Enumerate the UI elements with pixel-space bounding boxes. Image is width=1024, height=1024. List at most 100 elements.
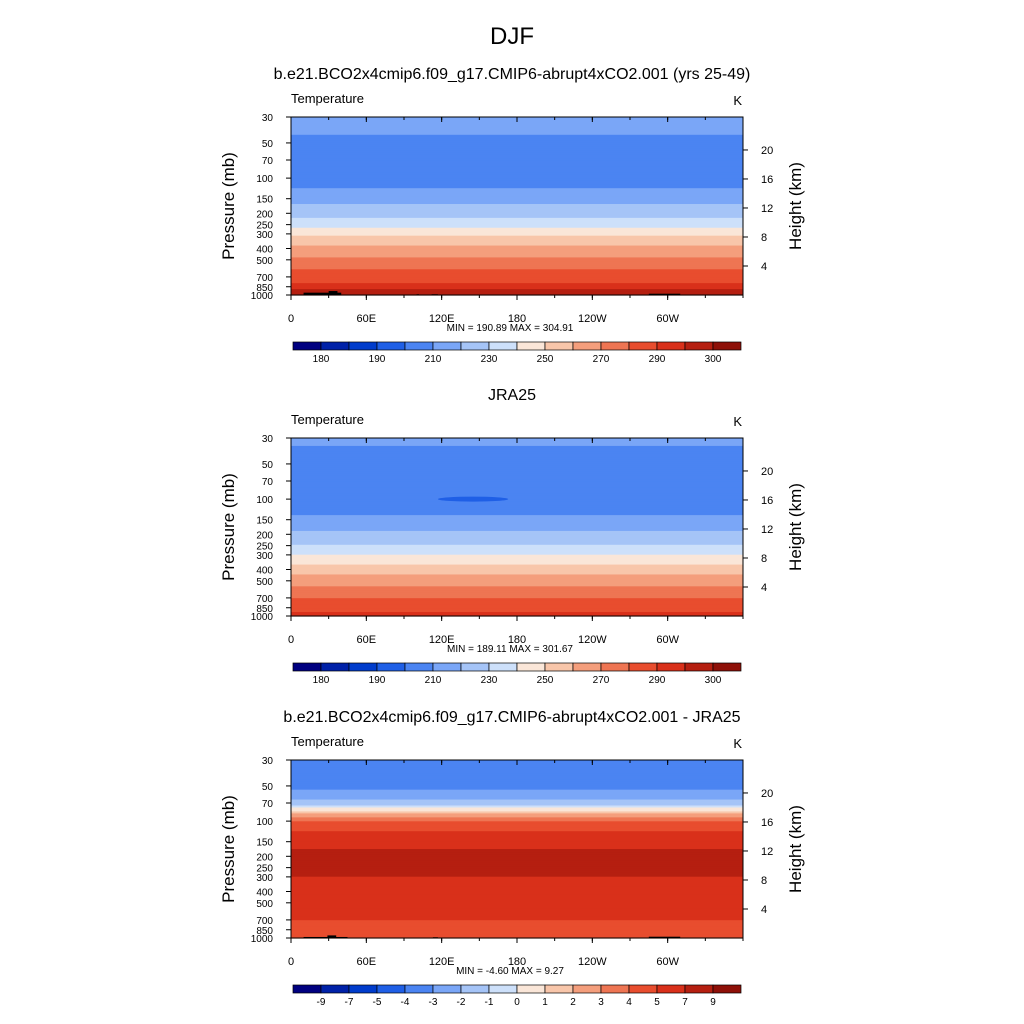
contour-band bbox=[291, 880, 743, 884]
colorbar-swatch bbox=[432, 984, 462, 994]
contour-band bbox=[291, 142, 743, 146]
contour-band bbox=[291, 136, 743, 140]
contour-band bbox=[291, 491, 743, 494]
contour-band bbox=[291, 525, 743, 528]
panels: b.e21.BCO2x4cmip6.f09_g17.CMIP6-abrupt4x… bbox=[219, 66, 805, 1008]
contour-band bbox=[291, 904, 743, 907]
y2-tick-label: 4 bbox=[761, 261, 767, 273]
colorbar-swatch bbox=[488, 341, 518, 351]
contour-band bbox=[291, 578, 743, 581]
y-tick-label: 50 bbox=[262, 782, 274, 793]
colorbar-label: -3 bbox=[429, 997, 438, 1008]
contour-band bbox=[291, 190, 743, 193]
contour-band bbox=[291, 457, 743, 461]
contour-band bbox=[291, 540, 743, 544]
contour-band bbox=[291, 120, 743, 124]
contour-band bbox=[291, 858, 743, 862]
y2-tick-label: 8 bbox=[761, 553, 767, 565]
contour-band bbox=[291, 850, 743, 854]
y-tick-label: 30 bbox=[262, 113, 274, 124]
contour-band bbox=[291, 519, 743, 522]
contour-band bbox=[291, 497, 743, 500]
contour-band bbox=[291, 568, 743, 572]
y-tick-label: 700 bbox=[256, 594, 273, 605]
y-tick-label: 500 bbox=[256, 256, 273, 267]
y-tick-label: 250 bbox=[256, 221, 273, 232]
topography bbox=[303, 292, 342, 295]
contour-band bbox=[291, 257, 743, 260]
contour-band bbox=[291, 287, 743, 290]
contour-band bbox=[291, 259, 743, 262]
contour-band bbox=[291, 239, 743, 243]
panel-units-label: K bbox=[733, 736, 742, 751]
y-tick-label: 1000 bbox=[251, 612, 274, 623]
contour-band bbox=[291, 194, 743, 197]
contour-band bbox=[291, 854, 743, 858]
colorbar-label: 190 bbox=[369, 675, 386, 686]
contour-band bbox=[291, 864, 743, 868]
contour-band bbox=[291, 852, 743, 856]
contour-band bbox=[291, 791, 743, 795]
y-tick-label: 200 bbox=[256, 530, 273, 541]
colorbar-swatch bbox=[656, 341, 686, 351]
y-tick-label: 300 bbox=[256, 873, 273, 884]
contour-band bbox=[291, 922, 743, 925]
contour-band bbox=[291, 449, 743, 453]
contour-band bbox=[291, 132, 743, 136]
contour-band bbox=[291, 819, 743, 822]
colorbar-label: 0 bbox=[514, 997, 520, 1008]
contour-band bbox=[291, 594, 743, 597]
contour-band bbox=[291, 777, 743, 781]
contour-band bbox=[291, 538, 743, 542]
contour-band bbox=[291, 162, 743, 166]
y-tick-label: 850 bbox=[256, 604, 273, 615]
y-tick-label: 1000 bbox=[251, 291, 274, 302]
contour-band bbox=[291, 831, 743, 834]
contour-band bbox=[291, 265, 743, 268]
contour-band bbox=[291, 207, 743, 211]
contour-band bbox=[291, 485, 743, 489]
contour-band bbox=[291, 821, 743, 824]
contour-band bbox=[291, 936, 743, 939]
colorbar-label: 270 bbox=[593, 675, 610, 686]
contour-band bbox=[291, 600, 743, 603]
contour-band bbox=[291, 263, 743, 266]
contour-band bbox=[291, 886, 743, 890]
y-axis-title: Pressure (mb) bbox=[219, 473, 238, 581]
contour-band bbox=[291, 912, 743, 915]
contour-band bbox=[291, 493, 743, 496]
colorbar-swatch bbox=[404, 341, 434, 351]
colorbar-swatch bbox=[684, 662, 714, 672]
contour-band bbox=[291, 926, 743, 929]
contour-band bbox=[291, 521, 743, 524]
x-tick-label: 180 bbox=[508, 634, 526, 646]
contour-band bbox=[291, 837, 743, 840]
contour-band bbox=[291, 269, 743, 272]
x-tick-label: 0 bbox=[288, 634, 294, 646]
contour-band bbox=[291, 178, 743, 181]
y2-tick-label: 16 bbox=[761, 174, 773, 186]
y-tick-label: 1000 bbox=[251, 934, 274, 945]
contour-band bbox=[291, 215, 743, 219]
contour-band bbox=[291, 876, 743, 880]
contour-band bbox=[291, 184, 743, 187]
contour-band bbox=[291, 523, 743, 526]
contour-band bbox=[291, 267, 743, 270]
colorbar-label: 210 bbox=[425, 354, 442, 365]
y2-tick-label: 20 bbox=[761, 466, 773, 478]
contour-band bbox=[291, 213, 743, 217]
contour-band bbox=[291, 291, 743, 294]
contour-band bbox=[291, 849, 743, 852]
colorbar-label: 4 bbox=[626, 997, 632, 1008]
contour-band bbox=[291, 245, 743, 249]
contour-band bbox=[291, 231, 743, 235]
min-max-label: MIN = 190.89 MAX = 304.91 bbox=[447, 323, 574, 334]
contour-band bbox=[291, 196, 743, 199]
contour-band bbox=[291, 501, 743, 504]
contour-band bbox=[291, 572, 743, 576]
contour-band bbox=[291, 878, 743, 882]
contour-band bbox=[291, 841, 743, 844]
colorbar-swatch bbox=[600, 341, 630, 351]
contour-band bbox=[291, 251, 743, 255]
